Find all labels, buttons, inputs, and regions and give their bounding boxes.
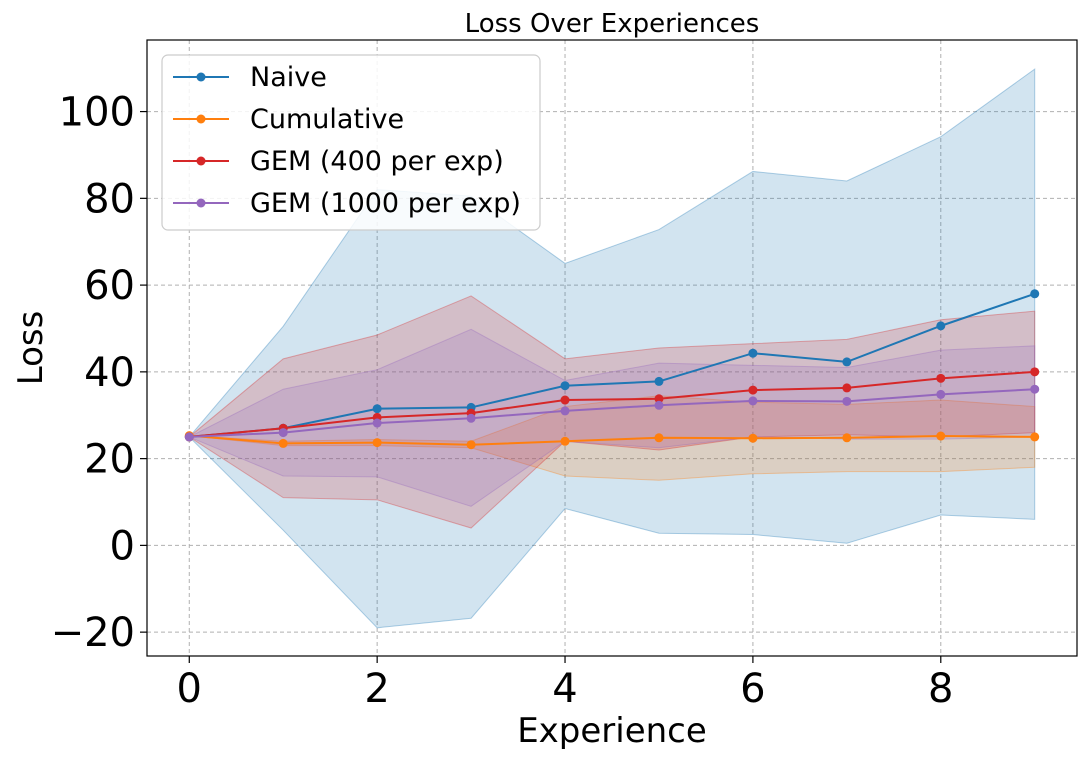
data-point-cumulative	[466, 440, 476, 450]
data-point-cumulative	[1030, 432, 1040, 442]
series-line-naive	[189, 292, 1036, 438]
legend-label: Naive	[250, 62, 327, 93]
y-tick-label: −20	[51, 610, 135, 656]
x-axis-label: Experience	[517, 711, 707, 751]
data-point-cumulative	[842, 433, 852, 443]
y-tick-label: 20	[84, 437, 135, 483]
data-point-gem-400-per-exp	[654, 394, 664, 404]
tick-layer: 0 2 4 6 8 −20 0 20 40 60 80 100	[51, 90, 954, 712]
chart-title: Loss Over Experiences	[465, 9, 760, 39]
data-point-gem-1000-per-exp	[654, 400, 664, 410]
x-tick-label: 2	[364, 666, 389, 712]
data-point-naive	[654, 376, 664, 386]
data-point-gem-400-per-exp	[936, 373, 946, 383]
data-point-gem-1000-per-exp	[372, 418, 382, 428]
legend-label: Cumulative	[250, 104, 404, 135]
series-line-gem-1000-per-exp	[189, 388, 1035, 438]
data-point-cumulative	[654, 433, 664, 443]
data-point-gem-1000-per-exp	[278, 428, 288, 438]
data-point-gem-1000-per-exp	[184, 432, 194, 442]
data-point-gem-400-per-exp	[1030, 367, 1040, 377]
data-point-naive	[1030, 289, 1040, 299]
data-point-gem-1000-per-exp	[748, 396, 758, 406]
data-point-gem-1000-per-exp	[842, 396, 852, 406]
legend-label: GEM (400 per exp)	[250, 146, 504, 177]
data-point-gem-400-per-exp	[560, 395, 570, 405]
y-tick-label: 60	[84, 263, 135, 309]
data-point-gem-400-per-exp	[842, 383, 852, 393]
legend-box	[161, 54, 541, 231]
legend-swatch-marker	[196, 72, 206, 82]
legend: Naive Cumulative GEM (400 per exp) GEM (100…	[161, 54, 541, 231]
legend-label: GEM (1000 per exp)	[250, 188, 521, 219]
data-point-naive	[748, 348, 758, 358]
data-point-naive	[936, 321, 946, 331]
y-tick-label: 100	[59, 90, 135, 136]
data-point-gem-400-per-exp	[748, 385, 758, 395]
x-tick-label: 0	[177, 666, 202, 712]
legend-swatch-marker	[196, 198, 206, 208]
x-tick-label: 8	[928, 666, 953, 712]
line-layer	[184, 289, 1040, 450]
y-tick-label: 80	[84, 176, 135, 222]
data-point-gem-1000-per-exp	[936, 389, 946, 399]
grid-layer	[147, 40, 1077, 656]
data-point-cumulative	[936, 431, 946, 441]
data-point-cumulative	[748, 433, 758, 443]
legend-swatch-marker	[196, 114, 206, 124]
y-tick-label: 40	[84, 350, 135, 396]
plot-frame	[146, 39, 1078, 657]
data-point-naive	[842, 357, 852, 367]
series-line-cumulative	[189, 434, 1035, 446]
data-point-cumulative	[560, 436, 570, 446]
data-point-gem-1000-per-exp	[1030, 384, 1040, 394]
x-tick-label: 6	[740, 666, 765, 712]
y-tick-label: 0	[110, 523, 135, 569]
data-point-gem-1000-per-exp	[466, 413, 476, 423]
data-point-cumulative	[278, 438, 288, 448]
data-point-gem-1000-per-exp	[560, 406, 570, 416]
data-point-naive	[372, 404, 382, 414]
series-line-gem-400-per-exp	[189, 370, 1035, 438]
data-point-cumulative	[372, 438, 382, 448]
legend-swatch-marker	[196, 156, 206, 166]
data-point-naive	[560, 381, 570, 391]
x-tick-label: 4	[552, 666, 577, 712]
y-axis-label: Loss	[11, 311, 51, 386]
